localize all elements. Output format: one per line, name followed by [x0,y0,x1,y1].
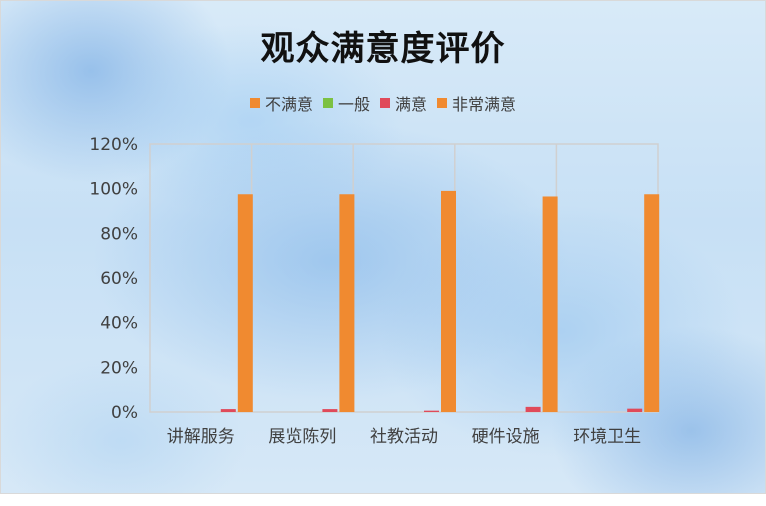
bar [322,409,338,412]
bar [237,194,253,412]
legend-swatch [380,98,390,108]
x-tick-label: 环境卫生 [573,427,641,447]
bar [644,194,660,412]
bar [424,410,439,412]
bar [542,196,558,412]
y-tick-label: 120% [89,135,138,155]
legend-swatch [322,98,333,108]
chart-frame: 观众满意度评价 不满意 一般 满意 非常满意 0% 20% 40% 60% 80% 100% 12… [0,0,766,494]
bar-chart: 0% 20% 40% 60% 80% 100% 120% 讲解服务 展览陈列 社教活动 硬件设施 环境… [89,135,660,447]
legend-label: 满意 [395,95,428,114]
x-tick-label: 展览陈列 [268,427,336,447]
legend-swatch [249,98,260,108]
legend-entry: 非常满意 [437,91,516,115]
bar [339,194,355,412]
legend-entry: 满意 [380,91,427,115]
y-tick-label: 60% [100,269,138,289]
x-tick-label: 社教活动 [370,427,438,447]
legend-swatch [437,98,448,108]
x-tick-label: 讲解服务 [167,427,235,447]
plot-area-border [149,143,659,413]
y-tick-label: 20% [100,358,138,378]
legend-label: 不满意 [264,95,313,114]
bar [525,406,541,412]
bar [220,409,236,412]
chart-title: 观众满意度评价 [260,29,506,69]
legend-label: 一般 [337,95,370,114]
legend-entry: 不满意 [249,91,313,115]
legend-entry: 一般 [322,91,370,115]
bar [627,408,643,412]
y-tick-label: 100% [89,180,138,200]
x-tick-label: 硬件设施 [472,427,540,447]
chart-legend: 不满意 一般 满意 非常满意 [1,91,765,115]
y-tick-label: 0% [111,403,138,423]
y-tick-label: 80% [100,224,138,244]
bar [441,190,456,412]
legend-label: 非常满意 [452,95,517,114]
y-tick-label: 40% [100,314,138,334]
